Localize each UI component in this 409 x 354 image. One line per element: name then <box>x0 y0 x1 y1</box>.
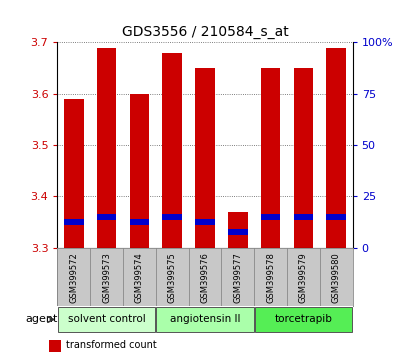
Text: GSM399575: GSM399575 <box>167 252 176 303</box>
Bar <box>129 94 149 248</box>
Bar <box>293 68 312 248</box>
Bar <box>129 219 149 225</box>
Text: torcetrapib: torcetrapib <box>274 314 332 325</box>
Text: GSM399576: GSM399576 <box>200 252 209 303</box>
Bar <box>64 99 83 248</box>
Bar <box>97 48 116 248</box>
Bar <box>162 214 182 220</box>
Text: GSM399577: GSM399577 <box>233 252 242 303</box>
Text: solvent control: solvent control <box>67 314 145 325</box>
Text: transformed count: transformed count <box>66 340 156 350</box>
Text: GSM399580: GSM399580 <box>331 252 340 303</box>
Text: GSM399572: GSM399572 <box>69 252 78 303</box>
Bar <box>227 229 247 235</box>
Bar <box>260 68 280 248</box>
Bar <box>58 307 155 332</box>
Bar <box>326 48 345 248</box>
Text: GSM399578: GSM399578 <box>265 252 274 303</box>
Bar <box>64 219 83 225</box>
Bar <box>49 340 61 352</box>
Bar <box>156 307 253 332</box>
Bar <box>293 214 312 220</box>
Text: GSM399579: GSM399579 <box>298 252 307 303</box>
Bar <box>162 53 182 248</box>
Bar <box>326 214 345 220</box>
Text: GSM399573: GSM399573 <box>102 252 111 303</box>
Title: GDS3556 / 210584_s_at: GDS3556 / 210584_s_at <box>121 25 288 39</box>
Bar <box>227 212 247 248</box>
Bar <box>254 307 351 332</box>
Text: agent: agent <box>25 314 57 325</box>
Bar <box>97 214 116 220</box>
Text: angiotensin II: angiotensin II <box>169 314 240 325</box>
Bar <box>195 219 214 225</box>
Bar <box>260 214 280 220</box>
Text: GSM399574: GSM399574 <box>135 252 144 303</box>
Bar <box>195 68 214 248</box>
